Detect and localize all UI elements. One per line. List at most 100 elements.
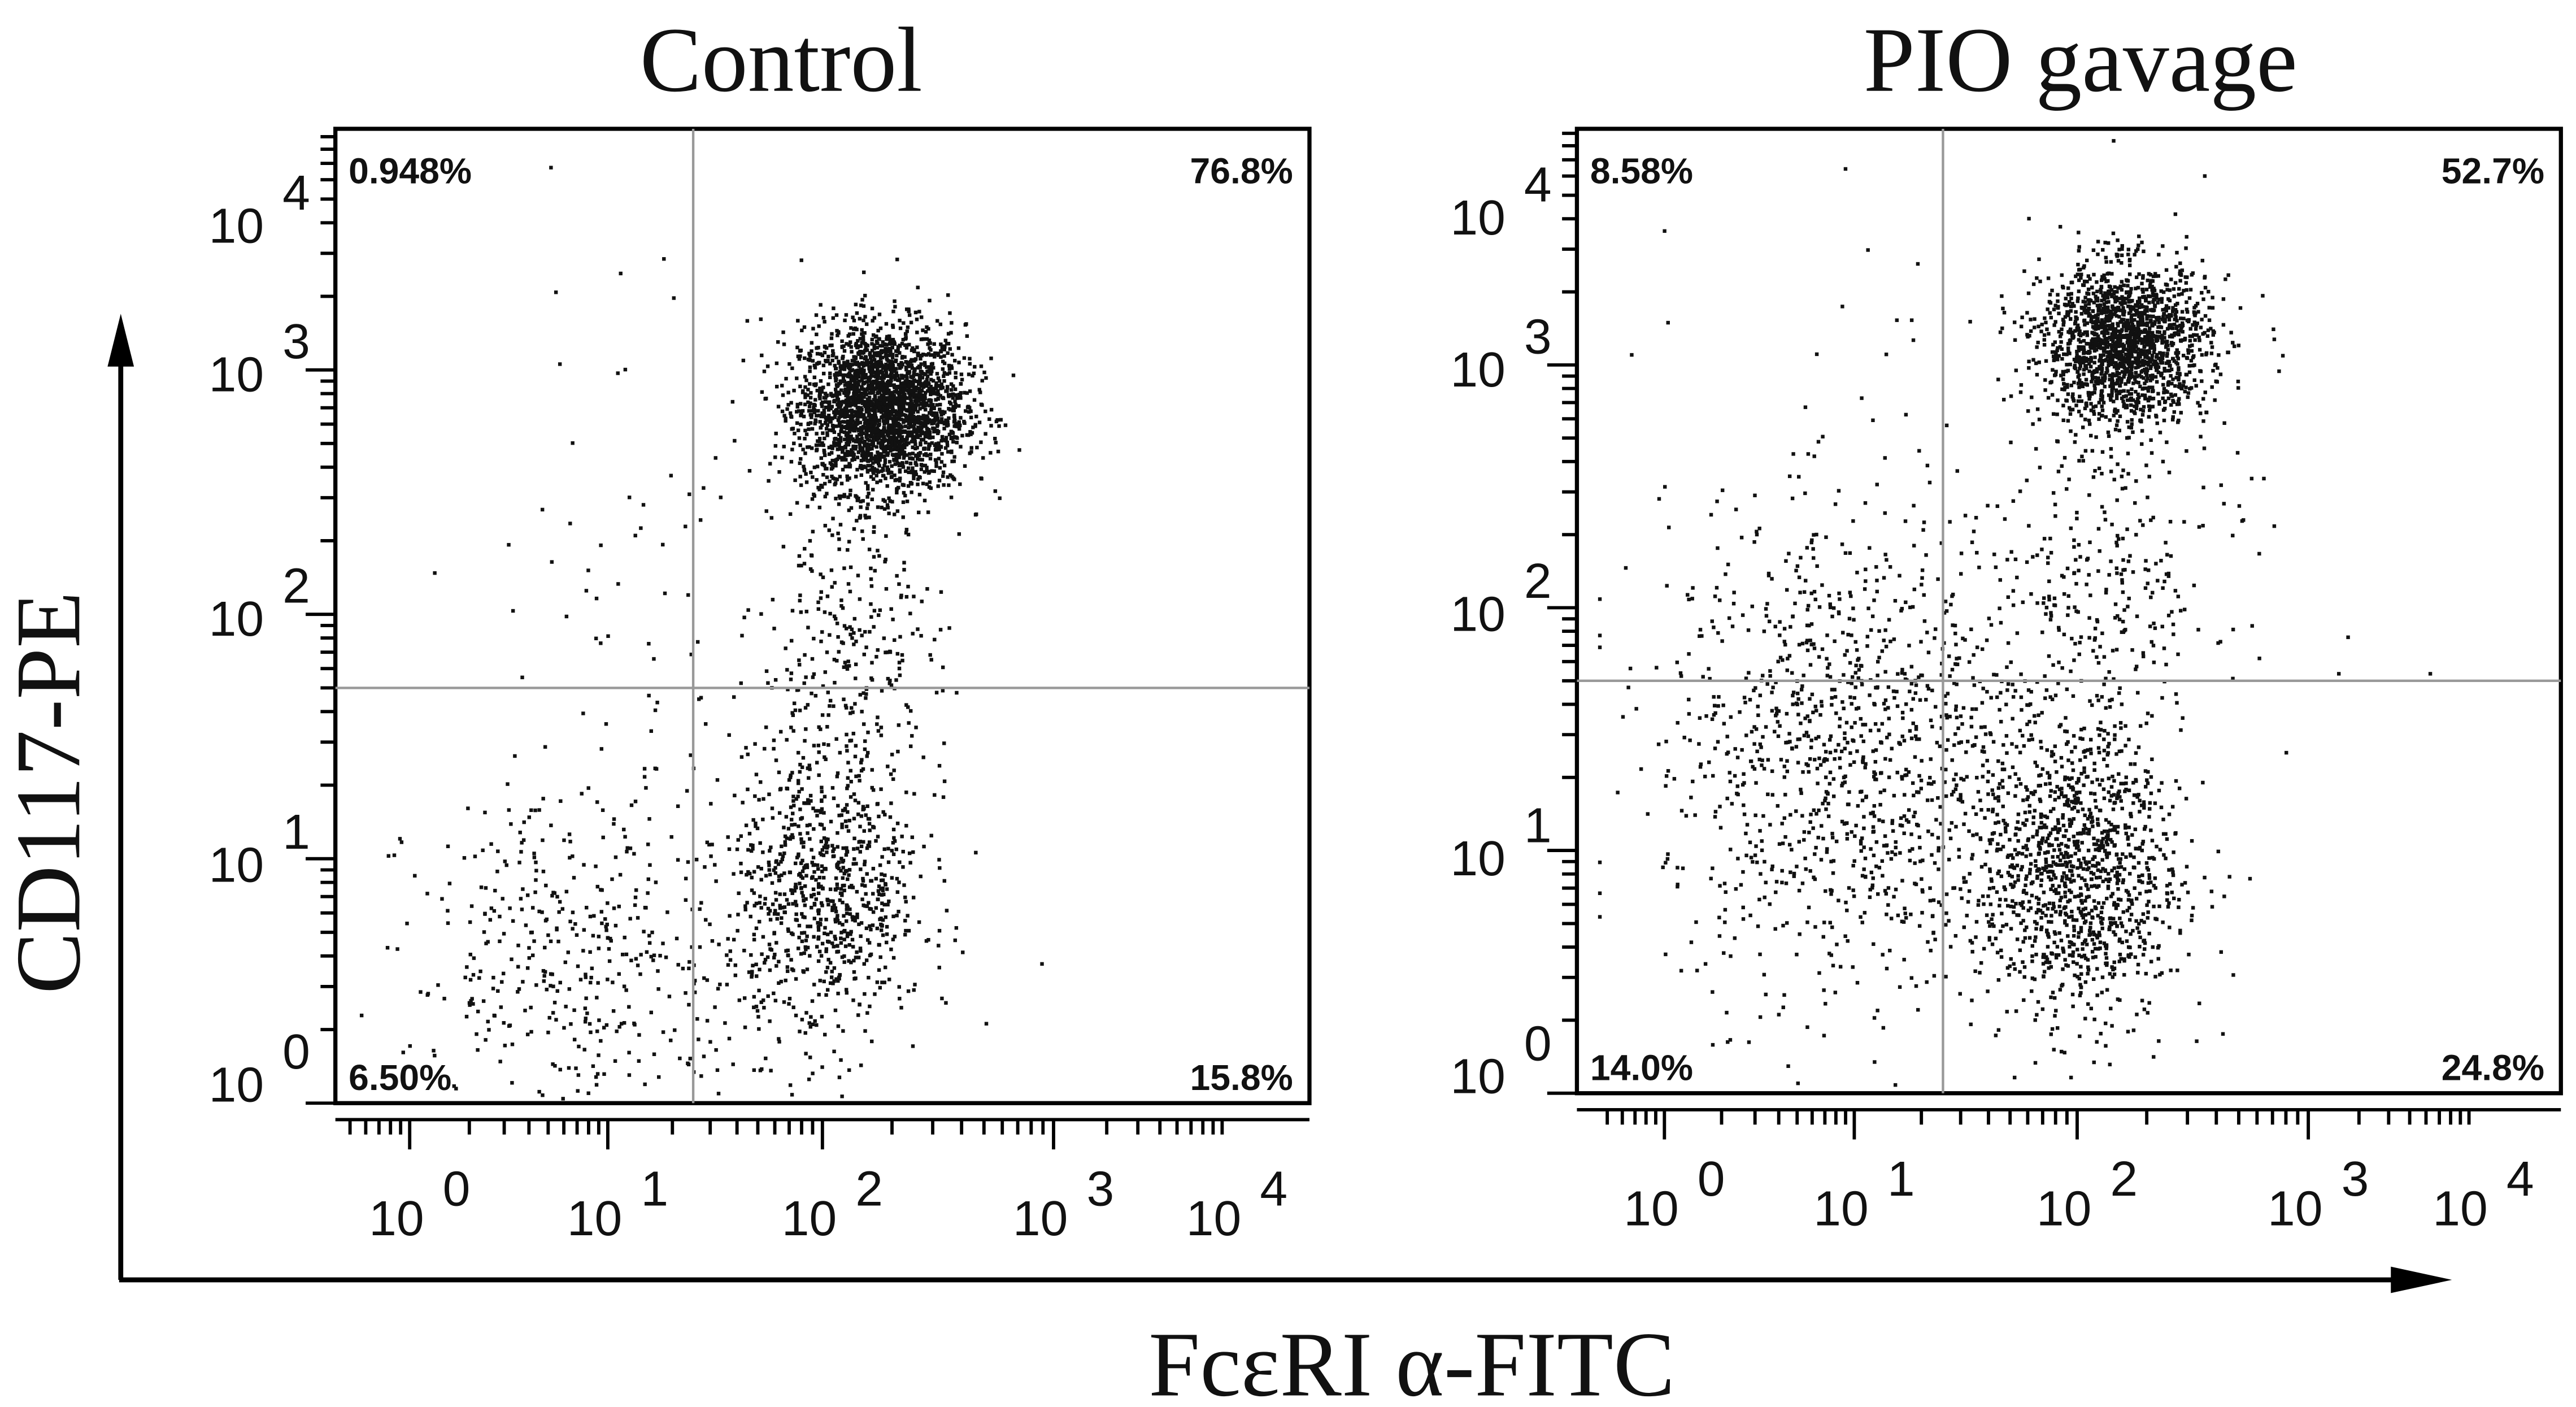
data-point	[882, 636, 886, 640]
data-point	[802, 562, 807, 566]
data-point	[752, 1005, 756, 1009]
data-point	[845, 627, 848, 631]
data-point	[846, 548, 850, 552]
data-point	[919, 370, 923, 374]
data-point	[785, 668, 789, 672]
data-point	[935, 428, 939, 433]
data-point	[867, 822, 872, 826]
data-point	[858, 693, 862, 697]
data-point	[2076, 381, 2081, 385]
data-point	[842, 566, 846, 570]
data-point	[890, 442, 894, 446]
data-point	[827, 452, 832, 456]
data-point	[841, 858, 846, 863]
data-point	[716, 1092, 721, 1096]
data-point	[2186, 348, 2190, 352]
data-point	[929, 420, 933, 424]
data-point	[867, 941, 872, 945]
data-point	[810, 415, 813, 419]
data-point	[930, 387, 934, 391]
data-point	[651, 958, 655, 962]
data-point	[907, 309, 911, 314]
data-point	[821, 473, 825, 477]
data-point	[612, 817, 616, 821]
data-point	[534, 868, 538, 872]
data-point	[855, 392, 859, 397]
data-point	[502, 932, 506, 936]
data-point	[791, 811, 795, 815]
data-point	[871, 477, 876, 481]
data-point	[837, 537, 841, 541]
data-point	[937, 479, 942, 483]
data-point	[800, 409, 805, 413]
data-point	[846, 829, 851, 833]
data-point	[665, 910, 669, 914]
data-point	[860, 387, 864, 391]
data-point	[878, 353, 882, 357]
data-point	[951, 396, 955, 400]
data-point	[842, 493, 846, 497]
data-point	[846, 810, 850, 814]
data-point	[884, 343, 887, 347]
data-point	[2195, 301, 2200, 306]
data-point	[604, 1023, 609, 1027]
data-point	[782, 851, 786, 856]
data-point	[934, 464, 938, 468]
data-point	[886, 349, 890, 354]
data-point	[897, 444, 902, 448]
data-point	[898, 441, 902, 445]
data-point	[838, 392, 842, 396]
data-point	[872, 410, 877, 414]
data-point	[767, 912, 771, 916]
data-point	[583, 1019, 588, 1024]
data-point	[810, 341, 814, 345]
data-point	[733, 963, 738, 967]
data-point	[835, 394, 839, 399]
data-point	[408, 1044, 412, 1048]
data-point	[933, 427, 937, 431]
data-point	[861, 879, 865, 883]
data-point	[2162, 418, 2166, 423]
data-point	[697, 1037, 700, 1041]
data-point	[861, 805, 865, 809]
data-point	[405, 922, 409, 926]
data-point	[830, 844, 834, 848]
data-point	[851, 862, 856, 866]
data-point	[903, 430, 907, 435]
data-point	[980, 403, 984, 407]
data-point	[863, 403, 867, 407]
data-point	[937, 966, 941, 970]
data-point	[897, 723, 901, 727]
data-point	[889, 364, 893, 368]
data-point	[2169, 403, 2173, 407]
data-point	[395, 947, 399, 951]
data-point	[652, 657, 656, 661]
data-point	[564, 1005, 568, 1009]
data-point	[745, 872, 749, 877]
data-point	[877, 554, 881, 558]
data-point	[710, 939, 715, 943]
data-point	[819, 596, 823, 600]
data-point	[2148, 374, 2152, 378]
data-point	[872, 471, 876, 475]
data-point	[924, 939, 929, 943]
data-point	[845, 390, 849, 394]
data-point	[950, 353, 954, 357]
data-point	[776, 912, 780, 916]
data-point	[922, 844, 926, 849]
data-point	[2092, 390, 2096, 394]
data-point	[833, 373, 837, 377]
data-point	[818, 420, 822, 424]
data-point	[834, 616, 838, 621]
data-point	[869, 577, 873, 581]
data-point	[803, 402, 807, 406]
data-point	[2073, 319, 2078, 323]
data-point	[642, 767, 647, 771]
data-point	[833, 415, 837, 419]
data-point	[483, 912, 487, 916]
data-point	[736, 838, 741, 842]
data-point	[436, 983, 440, 987]
data-point	[882, 892, 886, 897]
data-point	[907, 371, 911, 375]
